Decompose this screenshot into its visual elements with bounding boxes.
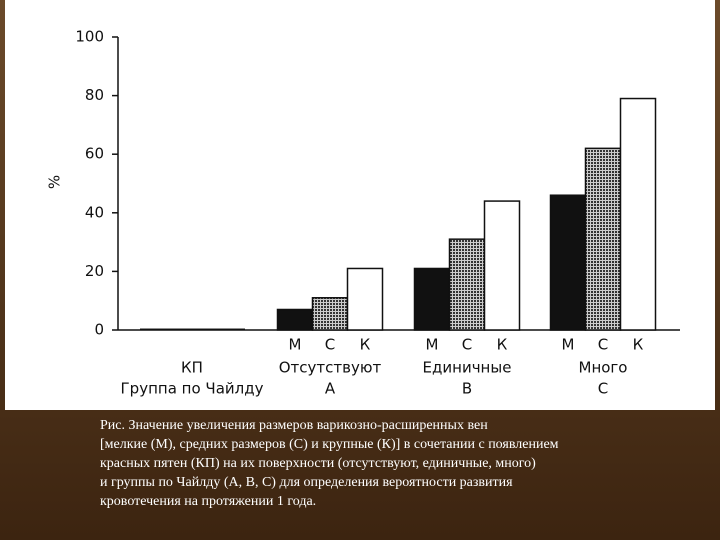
- bar: [140, 328, 245, 330]
- group-letter: А: [325, 380, 336, 398]
- group-letter: В: [462, 380, 472, 398]
- series-label: М: [289, 336, 302, 354]
- caption-line: кровотечения на протяжении 1 года.: [100, 494, 317, 509]
- category-label: Отсутствуют: [279, 359, 382, 377]
- bar: [346, 267, 384, 331]
- caption-line: Рис. Значение увеличения размеров варико…: [100, 418, 488, 433]
- caption-line: красных пятен (КП) на их поверхности (от…: [100, 456, 536, 471]
- category-label: Много: [579, 359, 628, 377]
- series-label: К: [633, 336, 644, 354]
- series-label: С: [462, 336, 472, 354]
- y-tick-label: 60: [85, 145, 104, 163]
- y-tick-label: 20: [85, 262, 104, 280]
- chart: % Группа по Чайлду 0 20 40 60 80 100 КП Отсутст…: [45, 27, 680, 398]
- bar: [276, 308, 314, 331]
- series-label: М: [562, 336, 575, 354]
- bar: [413, 267, 451, 331]
- x-axis-label: Группа по Чайлду: [121, 380, 264, 398]
- bar: [311, 297, 349, 331]
- y-tick-label: 40: [85, 203, 104, 221]
- series-label: С: [598, 336, 608, 354]
- category-label: Единичные: [423, 359, 512, 377]
- caption-line: и группы по Чайлду (А, В, С) для определ…: [100, 475, 513, 490]
- y-tick-label: 100: [75, 28, 104, 46]
- caption: Рис. Значение увеличения размеров варико…: [100, 416, 559, 511]
- bar: [448, 238, 486, 331]
- caption-line: [мелкие (М), средних размеров (С) и круп…: [100, 437, 559, 452]
- series-label: М: [426, 336, 439, 354]
- bar: [483, 200, 521, 331]
- series-label: К: [497, 336, 508, 354]
- category-label: КП: [181, 359, 203, 377]
- y-tick-label: 80: [85, 86, 104, 104]
- bar: [549, 194, 587, 331]
- bar: [619, 97, 657, 331]
- series-label: С: [325, 336, 335, 354]
- y-tick-label: 0: [94, 321, 104, 339]
- series-label: К: [360, 336, 371, 354]
- group-letter: С: [598, 380, 608, 398]
- y-axis-label: %: [46, 175, 64, 189]
- bar: [584, 147, 622, 331]
